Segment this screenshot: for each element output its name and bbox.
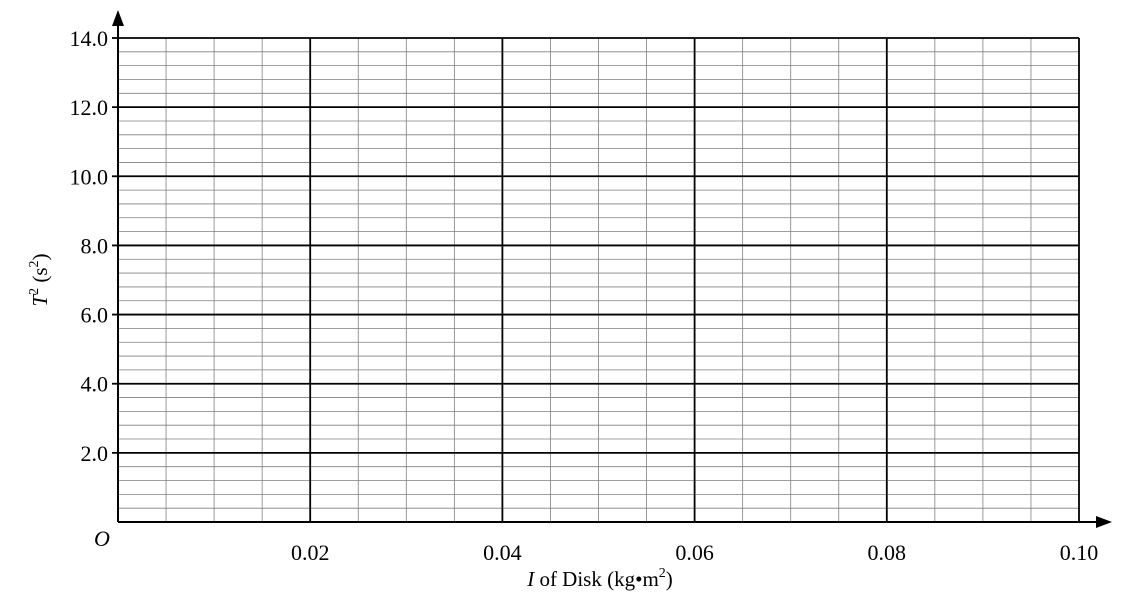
minor-grid bbox=[118, 37, 1080, 522]
origin-label: O bbox=[94, 526, 110, 551]
y-tick-label: 8.0 bbox=[81, 233, 109, 258]
x-axis-arrow bbox=[1096, 516, 1112, 528]
y-axis-arrow bbox=[112, 10, 124, 26]
x-axis-title: I of Disk (kg•m2) bbox=[526, 566, 673, 591]
y-tick-label: 14.0 bbox=[70, 26, 109, 51]
x-tick-label: 0.06 bbox=[675, 540, 714, 565]
y-axis-title: T2 (s2) bbox=[27, 253, 52, 306]
y-tick-label: 2.0 bbox=[81, 441, 109, 466]
y-tick-label: 6.0 bbox=[81, 303, 109, 328]
x-tick-label: 0.08 bbox=[868, 540, 907, 565]
y-tick-label: 4.0 bbox=[81, 372, 109, 397]
major-grid bbox=[118, 37, 1080, 522]
x-tick-label: 0.04 bbox=[483, 540, 522, 565]
tick-labels: 0.02 0.04 0.06 0.08 0.10 2.0 4.0 6.0 8.0 10.0 12.0… bbox=[70, 26, 1099, 565]
x-tick-label: 0.02 bbox=[291, 540, 330, 565]
y-tick-label: 12.0 bbox=[70, 95, 109, 120]
axes bbox=[112, 10, 1112, 528]
x-tick-label: 0.10 bbox=[1060, 540, 1099, 565]
y-tick-label: 10.0 bbox=[70, 164, 109, 189]
